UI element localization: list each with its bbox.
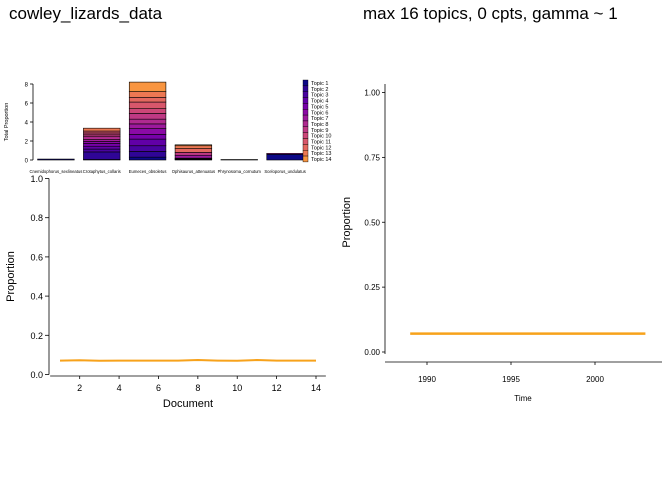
legend-swatch (302, 132, 309, 139)
legend-label: Topic 8 (311, 122, 328, 128)
legend-label: Topic 3 (311, 93, 328, 99)
doc-chart-y-tick-label: 0.2 (30, 331, 43, 341)
bar-chart-category-label: Cnemidophorus_sexlineatus (29, 169, 82, 174)
legend-swatch (302, 114, 309, 122)
bar-segment (128, 81, 167, 92)
bar-chart-category-label: Phrynosoma_cornutum (218, 169, 262, 174)
bar-segment (128, 91, 167, 98)
legend-label: Topic 11 (311, 140, 331, 146)
doc-chart-y-tick-label: 0.8 (30, 213, 43, 223)
legend-swatch (302, 144, 309, 151)
time-chart-x-axis-label: Time (514, 394, 532, 403)
bar-segment (128, 128, 167, 135)
legend-label: Topic 5 (311, 104, 328, 110)
time-chart-y-tick-label: 0.75 (364, 153, 380, 162)
legend-label: Topic 12 (311, 145, 332, 151)
doc-chart-x-tick-label: 4 (117, 383, 122, 393)
bar-segment (266, 153, 304, 155)
time-chart-x-tick-label: 2000 (586, 375, 604, 384)
right-panel-title: max 16 topics, 0 cpts, gamma ~ 1 (363, 4, 618, 23)
legend-swatch (302, 155, 309, 163)
bar-chart-y-tick-label: 4 (25, 121, 29, 127)
legend-label: Topic 7 (311, 116, 328, 122)
bar-segment (128, 113, 167, 120)
bar-chart-y-tick-label: 6 (25, 102, 29, 108)
bar-segment (83, 151, 121, 160)
left-panel-title: cowley_lizards_data (9, 4, 163, 23)
legend-swatch (302, 138, 309, 145)
bar-chart-category-label: Sceloporus_undulatus (264, 169, 305, 174)
bar-segment (128, 145, 167, 152)
legend-label: Topic 13 (311, 151, 332, 157)
bar-segment (83, 145, 121, 150)
time-chart-x-tick-label: 1990 (418, 375, 436, 384)
bar-segment (174, 152, 213, 156)
legend-label: Topic 14 (311, 157, 332, 163)
doc-chart-x-tick-label: 6 (156, 383, 161, 393)
bar-segment (128, 101, 167, 110)
legend-swatch (302, 79, 309, 87)
legend-swatch (302, 149, 309, 157)
bar-segment (174, 145, 213, 149)
legend-swatch (302, 126, 309, 133)
doc-chart-y-tick-label: 1.0 (30, 174, 43, 184)
bar-chart-y-tick-label: 0 (25, 159, 29, 165)
legend-swatch (302, 85, 309, 92)
doc-chart-x-tick-label: 12 (272, 383, 282, 393)
bar-segment (174, 154, 213, 159)
legend-label: Topic 1 (311, 81, 328, 87)
bar-chart-category-label: Eumeces_obsoletus (129, 169, 167, 174)
doc-chart-y-tick-label: 0.6 (30, 252, 43, 262)
doc-chart-x-tick-label: 8 (195, 383, 200, 393)
bar-segment (174, 148, 213, 153)
time-chart-y-tick-label: 0.50 (364, 218, 380, 227)
time-chart-y-tick-label: 0.25 (364, 283, 380, 292)
bar-segment (83, 127, 121, 132)
doc-chart-y-tick-label: 0.4 (30, 292, 43, 302)
bar-segment (128, 156, 167, 161)
doc-chart-y-axis-label: Proportion (5, 251, 17, 302)
time-chart-y-axis-label: Proportion (341, 197, 353, 248)
legend-swatch (302, 91, 309, 98)
bar-segment (83, 136, 121, 140)
legend-label: Topic 10 (311, 134, 332, 140)
legend-label: Topic 4 (311, 99, 328, 105)
doc-chart-y-tick-label: 0.0 (30, 370, 43, 380)
doc-chart-x-tick-label: 2 (77, 383, 82, 393)
bar-segment (83, 143, 121, 147)
bar-segment (128, 134, 167, 140)
bar-segment (128, 138, 167, 147)
bar-segment (37, 158, 75, 161)
legend-label: Topic 9 (311, 128, 328, 134)
legend-swatch (302, 103, 309, 110)
bar-segment (266, 154, 304, 161)
bar-segment (128, 118, 167, 125)
legend-swatch (302, 109, 309, 116)
doc-chart-x-axis-label: Document (163, 398, 213, 410)
legend-label: Topic 6 (311, 110, 328, 116)
doc-chart-series-line (59, 358, 316, 362)
bar-chart-y-axis-label: Total Proportion (4, 103, 10, 142)
legend-swatch (302, 97, 309, 104)
legend-swatch (302, 120, 309, 127)
bar-segment (174, 144, 213, 147)
doc-chart-x-tick-label: 14 (311, 383, 321, 393)
bar-segment (128, 151, 167, 158)
time-chart-y-tick-label: 0.00 (364, 348, 380, 357)
legend-label: Topic 2 (311, 87, 328, 93)
bar-segment (128, 123, 167, 129)
bar-segment (128, 108, 167, 114)
bar-segment (128, 97, 167, 103)
bar-segment (83, 148, 121, 153)
time-chart-y-tick-label: 1.00 (364, 89, 380, 98)
bar-chart-y-tick-label: 8 (25, 83, 29, 89)
bar-chart-y-tick-label: 2 (25, 140, 29, 146)
doc-chart-x-tick-label: 10 (232, 383, 242, 393)
time-chart-x-tick-label: 1995 (502, 375, 520, 384)
bar-chart-category-label: Crotaphytus_collaris (83, 169, 121, 174)
bar-chart-category-label: Ophisaurus_attenuatus (172, 169, 215, 174)
